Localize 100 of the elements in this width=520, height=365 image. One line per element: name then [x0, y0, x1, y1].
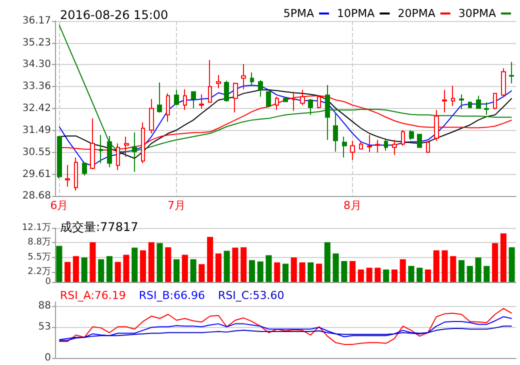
candlestick: [166, 92, 170, 122]
bar: [416, 268, 423, 282]
y-tick-label: 29.61: [22, 168, 51, 180]
candlestick: [74, 156, 78, 192]
candlestick: [350, 140, 355, 161]
legend-label: 30PMA: [458, 7, 496, 20]
bar: [266, 255, 272, 282]
bar: [358, 270, 364, 282]
bar: [257, 261, 264, 282]
y-tick-label: 2.2万: [28, 267, 51, 278]
candlestick: [367, 134, 372, 153]
x-tick-label: 6月: [50, 199, 68, 212]
bar: [64, 262, 71, 282]
candlestick: [157, 82, 162, 114]
legend-label: 20PMA: [398, 7, 436, 20]
candlestick: [384, 138, 388, 152]
candlestick: [459, 94, 464, 110]
x-tick-label: 7月: [168, 199, 186, 212]
y-tick-label: 12.1万: [22, 223, 51, 233]
bar: [132, 248, 138, 282]
bar: [72, 256, 79, 282]
y-tick-label: 0: [45, 277, 52, 287]
bar: [442, 250, 448, 282]
y-tick-label: 0: [44, 352, 51, 364]
candlestick: [191, 91, 196, 109]
candlestick: [266, 91, 271, 108]
bar: [56, 246, 62, 282]
bar: [198, 264, 205, 282]
bar: [232, 248, 238, 282]
bar: [341, 261, 348, 282]
candlestick: [183, 88, 187, 111]
candlestick: [283, 98, 288, 102]
legend-label: 10PMA: [337, 7, 376, 20]
bar: [316, 264, 322, 282]
candlestick: [233, 82, 238, 113]
bar: [190, 259, 196, 282]
bar: [508, 247, 515, 282]
bar: [240, 247, 247, 282]
candlestick: [250, 72, 254, 86]
bar: [332, 253, 339, 282]
bar: [458, 260, 465, 282]
text: RSI_B:66.96: [138, 289, 206, 302]
bar: [500, 233, 506, 282]
bar: [492, 243, 498, 282]
candlestick: [149, 98, 154, 134]
y-tick-label: 88: [38, 300, 51, 312]
line-series: [58, 326, 512, 341]
legend-label: 5PMA: [283, 7, 315, 20]
bar: [484, 266, 490, 282]
candlestick: [501, 68, 506, 98]
bar: [324, 242, 330, 282]
candlestick: [451, 85, 455, 107]
bar: [207, 236, 214, 282]
bar: [98, 259, 104, 282]
y-tick-label: 8.8万: [28, 238, 51, 248]
candlestick: [359, 142, 363, 150]
candlestick: [258, 80, 263, 98]
candlestick: [409, 130, 414, 140]
bar: [290, 257, 297, 282]
y-tick-label: 31.49: [22, 124, 51, 136]
bar: [282, 264, 289, 282]
y-tick-label: 53: [38, 321, 51, 332]
bar: [466, 266, 473, 282]
bar: [391, 270, 398, 282]
x-tick-label: 8月: [344, 199, 362, 212]
line-series: [58, 308, 512, 345]
candlestick: [99, 134, 103, 164]
bar: [350, 261, 356, 282]
candlestick: [82, 162, 87, 176]
y-tick-label: 36.17: [22, 16, 51, 26]
y-tick-label: 28.68: [22, 190, 51, 202]
candlestick: [325, 84, 330, 140]
candlestick: [493, 92, 497, 110]
bar: [433, 250, 440, 282]
y-tick-label: 30.55: [22, 146, 51, 158]
candlestick: [333, 112, 338, 152]
candlestick: [509, 61, 514, 84]
bar: [274, 262, 280, 282]
bar: [106, 256, 112, 282]
candlestick: [224, 80, 229, 102]
bar: [383, 270, 390, 282]
bar: [114, 262, 121, 282]
y-tick-label: 35.23: [22, 37, 51, 48]
candlestick: [468, 101, 472, 108]
candlestick: [241, 63, 246, 90]
candlestick: [342, 136, 347, 158]
bar: [148, 242, 154, 282]
bar: [475, 257, 482, 282]
chart-title: 2016-08-26 15:00: [60, 8, 168, 22]
bar: [224, 250, 230, 282]
candlestick: [57, 136, 62, 179]
candlestick: [434, 110, 439, 142]
chart-title: 成交量:77817: [60, 220, 138, 234]
bar: [374, 268, 381, 282]
y-tick-label: 33.36: [22, 81, 51, 92]
bar: [424, 270, 432, 282]
bar: [215, 253, 222, 282]
bar: [156, 243, 163, 282]
candlestick: [375, 139, 380, 154]
bar: [400, 259, 406, 282]
